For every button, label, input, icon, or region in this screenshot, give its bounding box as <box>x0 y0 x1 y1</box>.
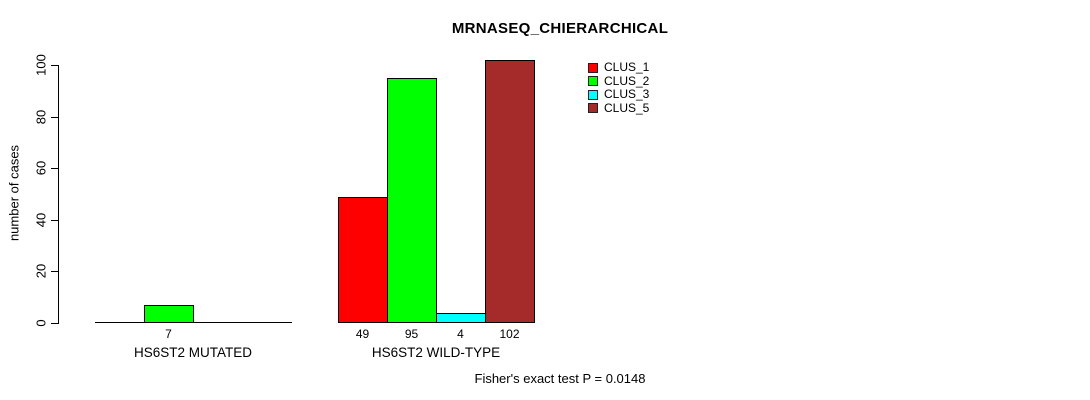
y-tick-label: 40 <box>33 212 49 228</box>
legend-row: CLUS_2 <box>588 73 650 89</box>
y-tick-mark <box>51 219 59 221</box>
legend-row: CLUS_5 <box>588 100 650 116</box>
chart-title: MRNASEQ_CHIERARCHICAL <box>451 20 669 37</box>
y-axis <box>58 65 59 323</box>
legend-swatch-icon <box>588 103 598 114</box>
y-tick-label: 0 <box>33 319 49 327</box>
y-tick-label: 20 <box>33 264 49 279</box>
y-tick-label: 60 <box>33 160 49 176</box>
bar-value-label: 7 <box>165 327 172 341</box>
bar-clus_5 <box>485 60 535 323</box>
legend-label: CLUS_2 <box>604 73 650 88</box>
bar-value-label: 4 <box>457 327 464 341</box>
group-label: HS6ST2 MUTATED <box>133 345 253 360</box>
y-tick-mark <box>51 271 59 273</box>
y-tick-label: 100 <box>33 54 49 76</box>
y-axis-label: number of cases <box>6 144 22 242</box>
y-tick-mark <box>51 116 59 118</box>
y-tick-label: 80 <box>33 109 49 124</box>
y-tick-mark <box>51 323 59 324</box>
annotation-text: Fisher's exact test P = 0.0148 <box>474 371 646 386</box>
legend-label: CLUS_3 <box>604 87 650 101</box>
legend-swatch-icon <box>588 89 598 100</box>
legend-label: CLUS_5 <box>604 100 650 115</box>
legend-swatch-icon <box>588 62 598 73</box>
bar-clus_2 <box>144 305 194 323</box>
bar-clus_3 <box>436 313 486 323</box>
legend-row: CLUS_3 <box>588 87 650 102</box>
legend: CLUS_1 CLUS_2 CLUS_3 CLUS_5 <box>588 60 650 116</box>
bar-clus_2 <box>387 78 437 323</box>
legend-swatch-icon <box>588 76 598 87</box>
legend-row: CLUS_1 <box>588 60 650 75</box>
bar-value-label: 102 <box>499 327 520 341</box>
y-tick-mark <box>51 168 59 170</box>
bar-value-label: 49 <box>355 327 370 341</box>
bar-clus_1 <box>338 197 388 323</box>
y-tick-mark <box>51 65 59 66</box>
bar-value-label: 95 <box>404 327 419 341</box>
group-label: HS6ST2 WILD-TYPE <box>371 345 501 360</box>
legend-label: CLUS_1 <box>604 60 650 74</box>
